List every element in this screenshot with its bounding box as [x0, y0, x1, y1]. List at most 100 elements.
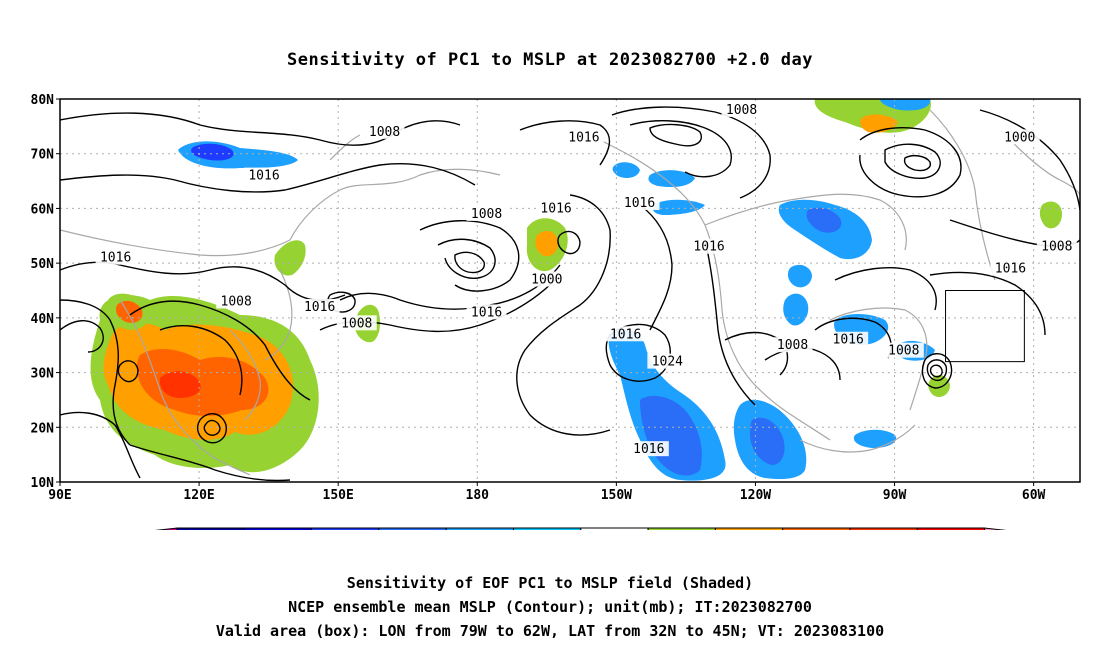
- contour-label-bg: [883, 342, 924, 358]
- negative-region-mexico-mid: [750, 417, 785, 465]
- contour-label-bg: [772, 337, 813, 353]
- contour-label: 1016: [833, 333, 864, 348]
- contour-label: 1008: [888, 344, 919, 359]
- lon-label: 60W: [1022, 488, 1046, 503]
- chart-title: Sensitivity of PC1 to MSLP at 2023082700…: [286, 50, 813, 70]
- contour-label-bg: [689, 238, 730, 254]
- contour-label: 1008: [341, 316, 372, 331]
- lat-label: 40N: [31, 312, 55, 327]
- lat-label: 60N: [31, 202, 55, 217]
- contour-label: 1016: [693, 240, 724, 255]
- positive-region-aleutian-orange: [535, 230, 559, 257]
- contour-label: 1016: [471, 305, 502, 320]
- contour-labels: 1008 1000 1016 1016 1008 1008 1016 1008 1016 1016…: [95, 101, 1077, 457]
- lon-label: 150E: [323, 488, 354, 503]
- lat-label: 70N: [31, 148, 55, 163]
- negative-region-us-central: [783, 293, 809, 326]
- negative-region-greenland: [880, 99, 931, 111]
- contour-label: 1016: [248, 169, 279, 184]
- colorbar-segment: [647, 527, 716, 530]
- lon-label: 90E: [48, 488, 71, 503]
- positive-region-asia-north-orange: [116, 300, 143, 323]
- colorbar-segment: [176, 527, 245, 530]
- contour-label-bg: [619, 194, 660, 210]
- map-frame: [59, 98, 1081, 483]
- negative-region-canada-mid: [806, 207, 842, 233]
- contour-label-bg: [999, 129, 1040, 145]
- colorbar-segment: [849, 527, 918, 530]
- contour-label: 1016: [995, 262, 1026, 277]
- contour-label-bg: [605, 326, 646, 342]
- contour-label: 1016: [100, 251, 131, 266]
- lat-label: 50N: [31, 257, 55, 272]
- contour-label: 1000: [531, 273, 562, 288]
- negative-region-bc: [653, 199, 705, 215]
- contour-label-bg: [828, 331, 869, 347]
- negative-region-siberia-dark: [191, 143, 234, 161]
- lon-label: 180: [466, 488, 490, 503]
- contour-label: 1008: [221, 294, 252, 309]
- positive-region-asia-red: [159, 371, 201, 398]
- latitude-labels: 80N 70N 60N 50N 40N 30N 20N 10N: [31, 93, 60, 491]
- longitude-labels: 90E 120E 150E 180 150W 120W 90W 60W: [48, 482, 1046, 503]
- contour-label: 1024: [652, 355, 683, 370]
- pressure-contours: [60, 106, 1080, 482]
- caption-line-3: Valid area (box): LON from 79W to 62W, L…: [215, 622, 885, 640]
- colorbar-left-cap: [154, 527, 178, 530]
- caption-line-1: Sensitivity of EOF PC1 to MSLP field (Sh…: [346, 574, 754, 592]
- positive-region-hurricane: [928, 375, 950, 397]
- colorbar-segment: [378, 527, 447, 530]
- contour-label: 1016: [633, 442, 664, 457]
- contour-label-bg: [466, 304, 507, 320]
- colorbar-segment: [916, 527, 986, 530]
- lon-label: 90W: [883, 488, 907, 503]
- contour-label-bg: [336, 315, 377, 331]
- contour-label: 1008: [726, 103, 757, 118]
- contour-label-bg: [299, 298, 340, 314]
- contour-label: 1008: [1041, 240, 1072, 255]
- negative-region-alaska: [612, 162, 640, 178]
- colorbar-segment: [513, 527, 582, 530]
- positive-region-asia-dark: [136, 348, 269, 416]
- colorbar-segment: [580, 527, 649, 530]
- colorbar-segment: [782, 527, 851, 530]
- contour-label: 1008: [471, 207, 502, 222]
- lat-label: 80N: [31, 93, 55, 108]
- sensitivity-shading: [90, 99, 1062, 481]
- contour-label-bg: [990, 260, 1031, 276]
- lat-label: 10N: [31, 476, 55, 491]
- contour-label-bg: [628, 441, 669, 457]
- contour-label-bg: [466, 205, 507, 221]
- sensitivity-map: 1008 1000 1016 1016 1008 1008 1016 1008 1016 1016…: [31, 93, 1081, 530]
- contour-label: 1008: [777, 338, 808, 353]
- contour-label: 1016: [568, 130, 599, 145]
- lon-label: 120E: [183, 488, 214, 503]
- colorbar: -0.9-0.8-0.7-0.6-0.5-0.420.420.50.60.70.…: [154, 527, 1007, 530]
- coastlines: [60, 109, 1080, 476]
- contour-label-bg: [95, 249, 136, 265]
- contour-label-bg: [216, 293, 257, 309]
- colorbar-segment: [243, 527, 313, 530]
- contour-label-bg: [526, 271, 567, 287]
- contour-label-bg: [647, 353, 688, 369]
- colorbar-right-cap: [984, 527, 1007, 530]
- contour-label-bg: [364, 123, 405, 139]
- lon-label: 120W: [740, 488, 771, 503]
- positive-region-japan: [274, 240, 306, 276]
- contour-label: 1016: [540, 201, 571, 216]
- contour-label: 1000: [1004, 130, 1035, 145]
- lon-label: 150W: [601, 488, 632, 503]
- contour-label-bg: [536, 200, 577, 216]
- contour-label: 1016: [624, 196, 655, 211]
- lat-label: 20N: [31, 421, 55, 436]
- valid-area-box: [945, 290, 1025, 363]
- caption-line-2: NCEP ensemble mean MSLP (Contour); unit(…: [288, 598, 812, 616]
- contour-label: 1008: [369, 125, 400, 140]
- lat-label: 30N: [31, 367, 55, 382]
- colorbar-segment: [714, 527, 784, 530]
- negative-region-caribbean: [853, 429, 897, 448]
- contour-label-bg: [563, 129, 604, 145]
- negative-region-us-mountain: [787, 264, 812, 288]
- contour-label: 1016: [304, 300, 335, 315]
- colorbar-segment: [445, 527, 515, 530]
